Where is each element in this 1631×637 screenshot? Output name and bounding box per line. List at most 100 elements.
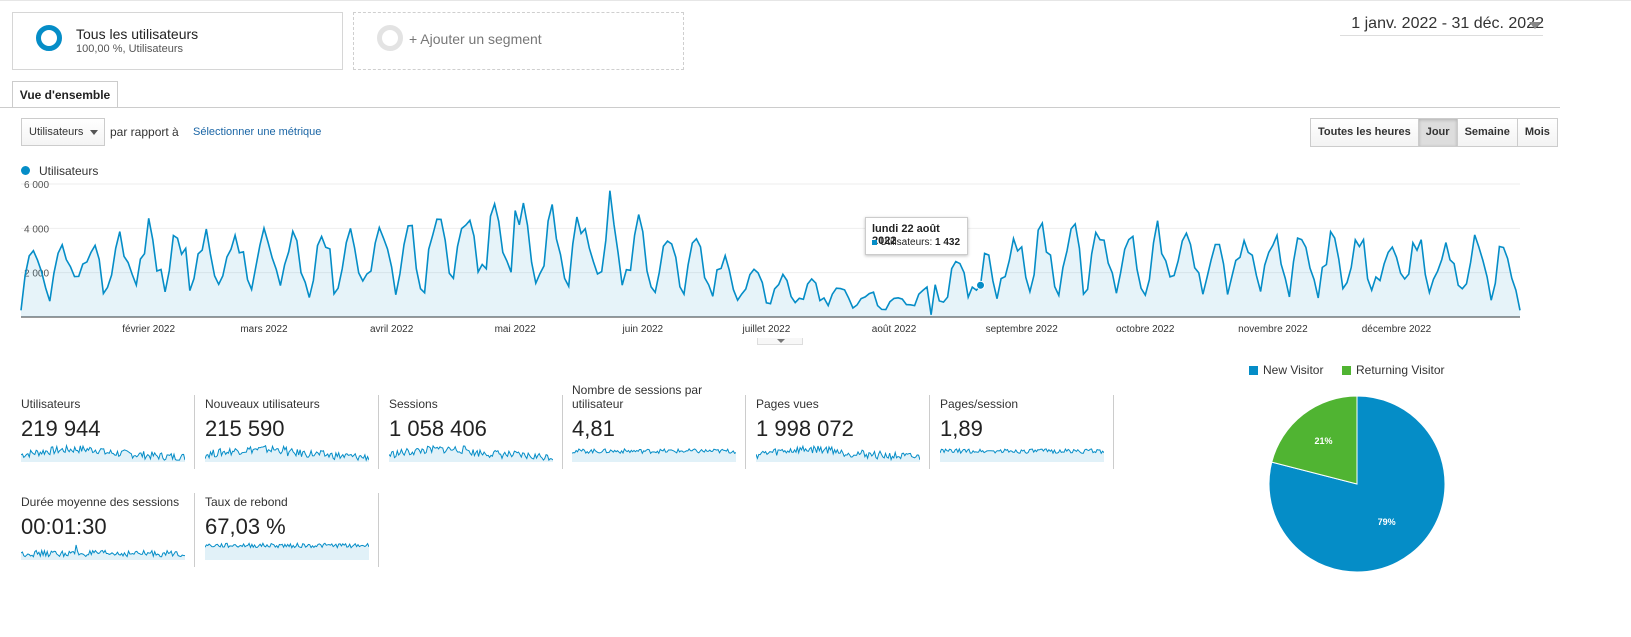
metric-label: Pages/session xyxy=(940,397,1019,411)
metric-dropdown[interactable]: Utilisateurs xyxy=(21,118,105,146)
chart-legend-label: Utilisateurs xyxy=(39,164,99,178)
segment-circle-icon xyxy=(36,25,62,51)
granularity-month-button[interactable]: Mois xyxy=(1516,119,1557,146)
segment-title: Tous les utilisateurs xyxy=(76,26,199,42)
metric-value: 219 944 xyxy=(21,416,101,441)
metric-label: Sessions xyxy=(389,397,438,411)
metric-label: Utilisateurs xyxy=(21,397,81,411)
users-area-fill xyxy=(21,190,1520,317)
y-tick-label: 4 000 xyxy=(24,224,49,235)
metric-label: Nombre de sessions par utilisateur xyxy=(572,383,703,411)
x-tick-label: septembre 2022 xyxy=(986,324,1059,335)
chevron-down-icon xyxy=(90,130,98,135)
tab-divider xyxy=(0,107,1560,108)
tooltip-series-label: Utilisateurs: xyxy=(880,237,933,248)
metric-value: 215 590 xyxy=(205,416,285,441)
x-tick-label: août 2022 xyxy=(872,324,917,335)
metric-value: 67,03 % xyxy=(205,514,286,539)
tab-overview[interactable]: Vue d'ensemble xyxy=(12,81,118,108)
legend-returning-visitor: Returning Visitor xyxy=(1356,363,1445,377)
metric-card[interactable]: Pages/session 1,89 xyxy=(940,383,1110,463)
empty-segment-circle-icon xyxy=(377,25,403,51)
segment-all-users[interactable]: Tous les utilisateurs 100,00 %, Utilisat… xyxy=(12,12,343,70)
metric-card[interactable]: Durée moyenne des sessions 00:01:30 xyxy=(21,481,191,561)
metric-sparkline xyxy=(205,444,369,462)
metric-value: 4,81 xyxy=(572,416,615,441)
metric-label: Nouveaux utilisateurs xyxy=(205,397,320,411)
add-segment-label: + Ajouter un segment xyxy=(409,31,542,47)
metric-card[interactable]: Utilisateurs 219 944 xyxy=(21,383,191,463)
granularity-day-button[interactable]: Jour xyxy=(1417,119,1457,146)
metric-value: 1 998 072 xyxy=(756,416,854,441)
users-over-time-chart[interactable]: 2 000 4 000 6 000 février 2022 mars 2022 avri… xyxy=(0,180,1540,340)
x-tick-label: novembre 2022 xyxy=(1238,324,1308,335)
y-tick-label: 6 000 xyxy=(24,180,49,191)
metric-card[interactable]: Pages vues 1 998 072 xyxy=(756,383,926,463)
x-tick-label: mars 2022 xyxy=(240,324,288,335)
metric-divider xyxy=(194,493,195,567)
granularity-toggle: Toutes les heures Jour Semaine Mois xyxy=(1310,118,1558,147)
pie-slice-new-visitor[interactable] xyxy=(1268,395,1446,573)
legend-new-visitor-swatch xyxy=(1249,366,1258,375)
segment-subtitle: 100,00 %, Utilisateurs xyxy=(76,43,183,55)
x-tick-label: octobre 2022 xyxy=(1116,324,1175,335)
add-segment-button[interactable]: + Ajouter un segment xyxy=(353,12,684,70)
x-tick-label: mai 2022 xyxy=(495,324,537,335)
tooltip-series-marker xyxy=(872,240,877,245)
legend-dot xyxy=(21,166,30,175)
x-tick-label: juin 2022 xyxy=(622,324,664,335)
x-tick-label: décembre 2022 xyxy=(1362,324,1432,335)
metric-divider xyxy=(745,395,746,469)
collapse-chart-handle[interactable] xyxy=(757,338,803,345)
metric-label: Pages vues xyxy=(756,397,819,411)
pie-slice-returning-visitor[interactable] xyxy=(1271,395,1358,485)
x-tick-label: février 2022 xyxy=(122,324,175,335)
tooltip-date: lundi 22 août 2022 xyxy=(872,223,940,247)
metric-divider xyxy=(194,395,195,469)
granularity-hourly-button[interactable]: Toutes les heures xyxy=(1311,119,1418,146)
metric-sparkline xyxy=(21,443,185,462)
metric-divider xyxy=(1113,395,1114,469)
users-series-line xyxy=(20,190,1521,315)
metric-value: 1,89 xyxy=(940,416,983,441)
tooltip-value: 1 432 xyxy=(935,237,961,248)
metric-card[interactable]: Sessions 1 058 406 xyxy=(389,383,559,463)
metric-label: Durée moyenne des sessions xyxy=(21,495,180,509)
chart-tooltip: lundi 22 août 2022 Utilisateurs: 1 432 xyxy=(865,217,968,255)
granularity-week-button[interactable]: Semaine xyxy=(1456,119,1517,146)
date-range-picker[interactable]: 1 janv. 2022 - 31 déc. 2022 xyxy=(1351,15,1544,32)
visitor-type-pie-chart[interactable]: 79% 21% xyxy=(1268,395,1446,573)
compare-text: par rapport à xyxy=(110,125,179,139)
metric-sparkline xyxy=(572,447,736,462)
metric-card[interactable]: Nombre de sessions par utilisateur 4,81 xyxy=(572,383,742,463)
metric-dropdown-label: Utilisateurs xyxy=(29,126,84,138)
x-tick-label: juillet 2022 xyxy=(741,324,790,335)
pie-slice-label: 79% xyxy=(1378,517,1396,527)
metric-sparkline xyxy=(940,447,1104,462)
select-metric-link[interactable]: Sélectionner une métrique xyxy=(193,126,322,138)
chevron-down-icon[interactable] xyxy=(1529,22,1541,29)
tooltip-value-line: Utilisateurs: 1 432 xyxy=(880,237,960,248)
hover-point[interactable] xyxy=(976,280,986,290)
metric-value: 00:01:30 xyxy=(21,514,107,539)
x-tick-label: avril 2022 xyxy=(370,324,414,335)
legend-returning-visitor-swatch xyxy=(1342,366,1351,375)
pie-slice-label: 21% xyxy=(1315,436,1333,446)
y-tick-label: 2 000 xyxy=(24,269,49,280)
metric-sparkline xyxy=(21,544,185,560)
metric-divider xyxy=(562,395,563,469)
metric-card[interactable]: Taux de rebond 67,03 % xyxy=(205,481,375,561)
metric-divider xyxy=(929,395,930,469)
metric-divider xyxy=(378,395,379,469)
metric-sparkline xyxy=(205,542,369,560)
metric-sparkline xyxy=(389,444,553,462)
date-range-underline xyxy=(1340,35,1543,36)
top-border xyxy=(0,0,1631,1)
metric-value: 1 058 406 xyxy=(389,416,487,441)
metric-card[interactable]: Nouveaux utilisateurs 215 590 xyxy=(205,383,375,463)
metric-sparkline xyxy=(756,444,920,462)
metric-label: Taux de rebond xyxy=(205,495,288,509)
legend-new-visitor: New Visitor xyxy=(1263,363,1324,377)
metric-divider xyxy=(378,493,379,567)
chevron-down-icon xyxy=(777,339,785,343)
